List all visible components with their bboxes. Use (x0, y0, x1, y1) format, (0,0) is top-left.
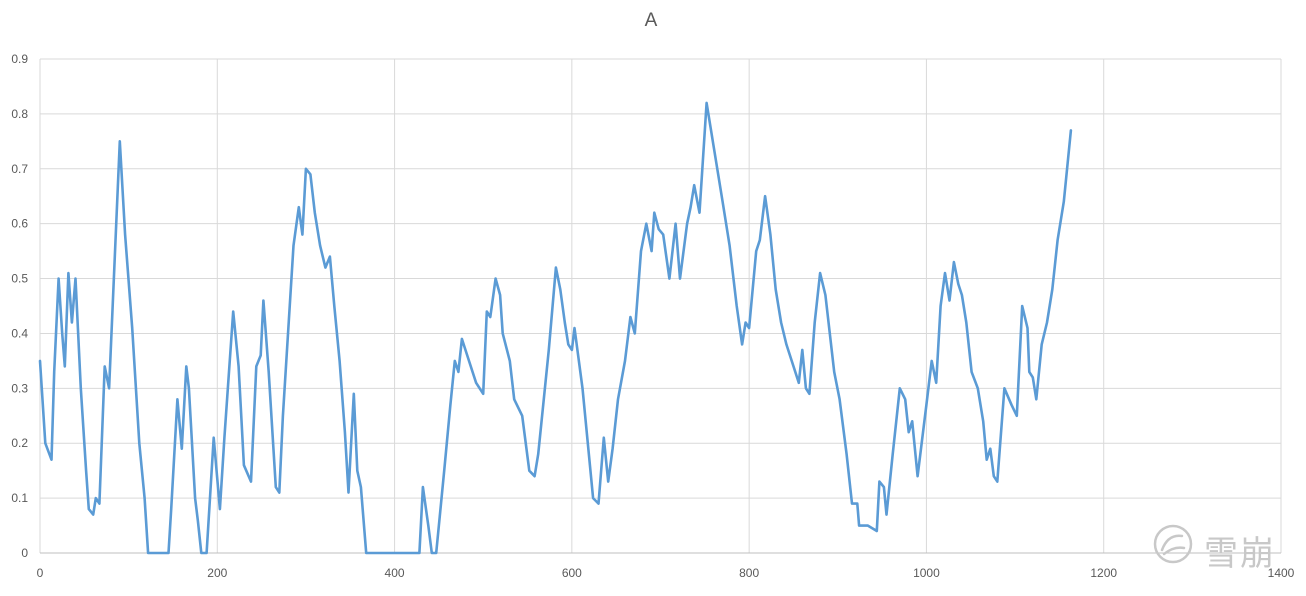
x-tick-labels: 0 200 400 600 800 1000 1200 1400 (37, 566, 1295, 580)
y-tick-labels: 0 0.1 0.2 0.3 0.4 0.5 0.6 0.7 0.8 0.9 (11, 52, 28, 560)
y-tick-label: 0.4 (11, 326, 28, 340)
watermark-text: 雪崩 (1204, 534, 1276, 574)
x-tick-label: 800 (739, 566, 759, 580)
x-tick-label: 1000 (913, 566, 940, 580)
series-line (38, 101, 1073, 555)
grid-layer (39, 58, 1282, 554)
x-tick-label: 1400 (1268, 566, 1295, 580)
y-tick-label: 0.8 (11, 107, 28, 121)
chart-title: A (644, 10, 658, 31)
y-tick-label: 0.6 (11, 217, 28, 231)
x-tick-label: 600 (562, 566, 582, 580)
x-tick-label: 1200 (1090, 566, 1117, 580)
y-tick-label: 0.5 (11, 272, 28, 286)
x-tick-label: 0 (37, 566, 44, 580)
watermark-logo-icon (1153, 524, 1193, 564)
y-tick-label: 0.1 (11, 491, 28, 505)
x-tick-label: 400 (385, 566, 405, 580)
x-tick-label: 200 (207, 566, 227, 580)
y-tick-label: 0.2 (11, 436, 28, 450)
y-tick-label: 0.7 (11, 162, 28, 176)
y-tick-label: 0 (21, 546, 28, 560)
y-tick-label: 0.3 (11, 381, 28, 395)
series-layer (38, 101, 1073, 555)
y-tick-label: 0.9 (11, 52, 28, 66)
